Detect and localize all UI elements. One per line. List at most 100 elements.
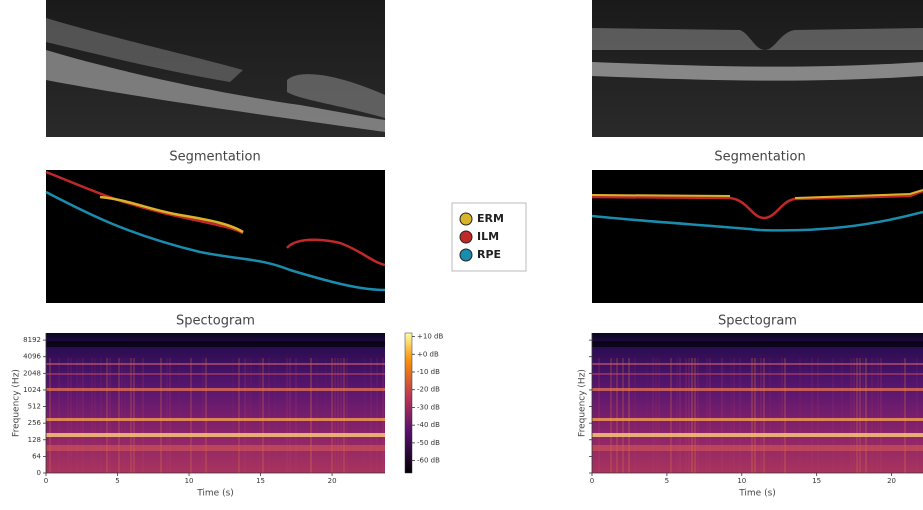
texture — [706, 358, 708, 473]
texture — [376, 358, 378, 473]
texture — [592, 341, 923, 347]
texture — [901, 358, 903, 473]
figure: Segmentation Segmentation ERMILMRPE06412… — [0, 0, 923, 506]
texture — [694, 358, 696, 473]
texture — [592, 388, 923, 391]
texture — [49, 358, 51, 473]
texture — [781, 358, 783, 473]
texture — [859, 358, 861, 473]
x-tick-label: 5 — [665, 477, 669, 485]
texture — [106, 358, 108, 473]
texture — [904, 358, 906, 473]
colorbar-tick-label: -50 dB — [417, 439, 440, 447]
colorbar-tick-label: -10 dB — [417, 368, 440, 376]
texture — [364, 358, 366, 473]
texture — [691, 358, 693, 473]
texture — [325, 358, 327, 473]
texture — [811, 358, 813, 473]
texture — [592, 433, 923, 437]
texture — [118, 358, 120, 473]
texture — [331, 358, 333, 473]
texture — [268, 358, 270, 473]
texture — [127, 358, 129, 473]
texture — [622, 358, 624, 473]
colorbar-tick-label: -20 dB — [417, 386, 440, 394]
texture — [295, 358, 297, 473]
texture — [274, 358, 276, 473]
segmentation-title: Segmentation — [714, 150, 805, 165]
texture — [616, 358, 618, 473]
texture — [250, 358, 252, 473]
texture — [91, 358, 93, 473]
texture — [202, 358, 204, 473]
texture — [82, 358, 84, 473]
y-tick-label: 512 — [28, 403, 41, 411]
texture — [58, 358, 60, 473]
texture — [46, 418, 385, 421]
texture — [46, 341, 385, 347]
page: {"segmentation_titles": ["Segmentation",… — [0, 0, 923, 506]
texture — [340, 358, 342, 473]
colorbar-tick-label: -40 dB — [417, 421, 440, 429]
legend-label: ILM — [477, 230, 499, 243]
texture — [757, 358, 759, 473]
y-tick-label: 8192 — [23, 336, 41, 344]
texture — [46, 363, 385, 365]
x-tick-label: 15 — [812, 477, 821, 485]
texture — [751, 358, 753, 473]
texture — [166, 358, 168, 473]
texture — [109, 358, 111, 473]
texture — [916, 358, 918, 473]
texture — [850, 358, 852, 473]
texture — [769, 358, 771, 473]
texture — [346, 358, 348, 473]
texture — [238, 358, 240, 473]
texture — [865, 358, 867, 473]
texture — [76, 358, 78, 473]
colorbar-tick-label: -60 dB — [417, 457, 440, 465]
chart-title: Spectogram — [176, 314, 255, 329]
texture — [133, 358, 135, 473]
texture — [46, 433, 385, 437]
texture — [733, 358, 735, 473]
texture — [874, 358, 876, 473]
x-axis-label: Time (s) — [738, 489, 776, 499]
texture — [370, 358, 372, 473]
texture — [685, 358, 687, 473]
legend-marker — [460, 249, 472, 261]
texture — [160, 358, 162, 473]
texture — [289, 358, 291, 473]
texture — [592, 363, 923, 365]
texture — [178, 358, 180, 473]
legend-marker — [460, 231, 472, 243]
texture — [628, 358, 630, 473]
texture — [862, 358, 864, 473]
texture — [724, 358, 726, 473]
texture — [79, 358, 81, 473]
y-axis-label: Frequency (Hz) — [578, 369, 588, 437]
y-tick-label: 128 — [28, 436, 41, 444]
texture — [697, 358, 699, 473]
texture — [841, 358, 843, 473]
texture — [169, 358, 171, 473]
texture — [121, 358, 123, 473]
texture — [730, 358, 732, 473]
x-tick-label: 5 — [115, 477, 119, 485]
texture — [46, 373, 385, 375]
texture — [610, 358, 612, 473]
texture — [247, 358, 249, 473]
legend-label: RPE — [477, 248, 501, 261]
texture — [739, 358, 741, 473]
texture — [190, 358, 192, 473]
texture — [592, 445, 923, 451]
y-axis-label: Frequency (Hz) — [12, 369, 22, 437]
texture — [613, 358, 615, 473]
texture — [763, 358, 765, 473]
texture — [688, 358, 690, 473]
texture — [592, 373, 923, 375]
texture — [94, 358, 96, 473]
x-axis-label: Time (s) — [196, 489, 234, 499]
texture — [142, 358, 144, 473]
texture — [631, 358, 633, 473]
texture — [334, 358, 336, 473]
